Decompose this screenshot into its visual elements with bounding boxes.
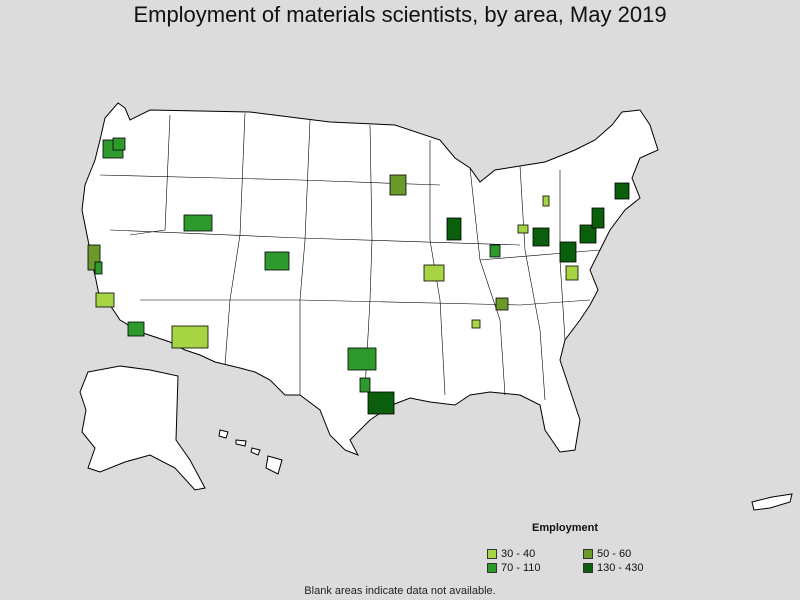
legend-label: 130 - 430 — [597, 562, 644, 574]
legend-item: 50 - 60 — [583, 548, 631, 560]
area-philadelphia — [579, 224, 597, 244]
legend-swatch — [487, 549, 497, 559]
area-st-louis — [423, 264, 445, 282]
area-austin — [359, 377, 371, 393]
area-seattle — [112, 137, 126, 151]
puerto-rico — [751, 493, 793, 511]
legend-label: 50 - 60 — [597, 548, 632, 560]
area-san-jose — [94, 261, 103, 275]
area-chicago — [446, 217, 462, 241]
area-richmond — [565, 265, 579, 281]
alaska — [79, 365, 206, 491]
area-houston — [367, 391, 395, 415]
area-pittsburgh — [532, 227, 550, 247]
area-phoenix — [171, 325, 209, 349]
area-atlanta — [471, 319, 481, 329]
map-title: Employment of materials scientists, by a… — [133, 2, 667, 27]
area-dc — [559, 241, 577, 263]
legend-item: 130 - 430 — [583, 562, 643, 574]
area-minneapolis — [389, 174, 407, 196]
footnote: Blank areas indicate data not available. — [304, 585, 496, 597]
employment-areas — [87, 137, 630, 415]
area-dallas — [347, 347, 377, 371]
area-cleveland — [517, 224, 529, 234]
hawaii — [218, 429, 283, 475]
contiguous-us — [81, 102, 659, 456]
legend-item: 30 - 40 — [487, 548, 535, 560]
area-denver — [264, 251, 290, 271]
area-los-angeles — [95, 292, 115, 308]
legend-label: 70 - 110 — [501, 562, 541, 574]
area-nyc — [591, 207, 605, 229]
legend-swatch — [583, 563, 593, 573]
legend-swatch — [487, 563, 497, 573]
area-indy — [489, 244, 501, 258]
legend-item: 70 - 110 — [487, 562, 541, 574]
legend-title: Employment — [532, 522, 599, 534]
area-rochester — [542, 195, 550, 207]
area-san-diego — [127, 321, 145, 337]
legend-label: 30 - 40 — [501, 548, 536, 560]
area-boston — [614, 182, 630, 200]
area-knoxville — [495, 297, 509, 311]
legend-swatch — [583, 549, 593, 559]
area-salt-lake — [183, 214, 213, 232]
